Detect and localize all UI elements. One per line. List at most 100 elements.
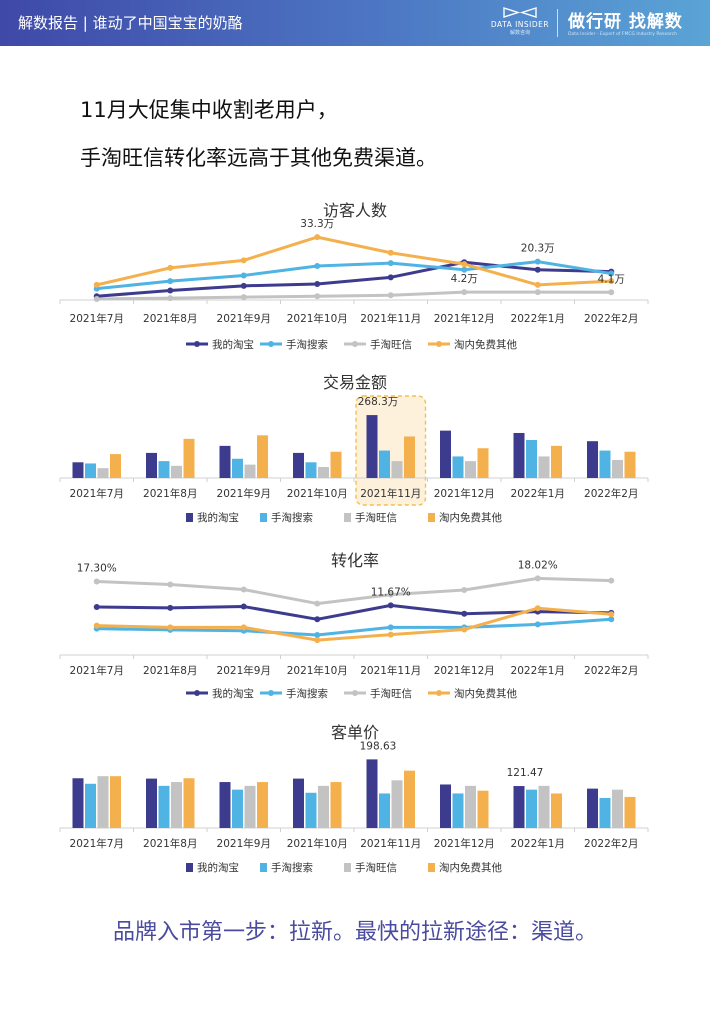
bar xyxy=(330,782,342,828)
bar xyxy=(452,793,464,828)
data-point xyxy=(240,257,247,264)
bar xyxy=(146,452,157,478)
bar xyxy=(477,790,489,828)
legend-label: 我的淘宝 xyxy=(212,338,254,351)
bar xyxy=(110,454,121,478)
data-point xyxy=(387,631,394,638)
bar xyxy=(624,796,636,828)
legend-label: 我的淘宝 xyxy=(197,511,239,524)
data-point xyxy=(314,293,321,300)
data-point xyxy=(93,603,100,610)
bar xyxy=(318,466,329,478)
bar xyxy=(440,430,451,478)
data-point xyxy=(461,626,468,633)
data-point xyxy=(534,289,541,296)
series-line xyxy=(96,576,612,606)
bar xyxy=(612,459,623,478)
data-point xyxy=(461,586,468,593)
data-point xyxy=(387,260,394,267)
legend-marker xyxy=(436,690,442,696)
x-tick-label: 2021年10月 xyxy=(287,312,348,325)
data-point xyxy=(608,611,615,618)
x-tick-label: 2021年11月 xyxy=(360,837,421,850)
x-tick-label: 2021年7月 xyxy=(70,664,124,677)
data-label: 33.3万 xyxy=(300,218,334,230)
x-tick-label: 2022年1月 xyxy=(511,487,565,500)
data-point xyxy=(387,249,394,256)
bar xyxy=(379,450,390,478)
data-point xyxy=(461,610,468,617)
bar xyxy=(391,780,403,828)
data-point xyxy=(461,261,468,268)
data-point xyxy=(608,289,615,296)
data-point xyxy=(534,605,541,612)
data-point xyxy=(240,272,247,279)
data-point xyxy=(314,600,321,607)
data-point xyxy=(534,266,541,273)
data-point xyxy=(167,604,174,611)
bar xyxy=(538,456,550,478)
data-point xyxy=(93,578,100,585)
data-point xyxy=(93,281,100,288)
data-point xyxy=(608,278,615,285)
x-tick-label: 2022年2月 xyxy=(584,487,638,500)
x-tick-label: 2021年11月 xyxy=(360,487,421,500)
series-line xyxy=(96,235,612,287)
series-line xyxy=(96,603,612,621)
bar xyxy=(219,445,231,478)
bar xyxy=(366,759,378,828)
data-point xyxy=(461,289,468,296)
data-point xyxy=(240,294,247,301)
bar xyxy=(404,770,415,828)
data-point xyxy=(534,258,541,265)
legend-marker xyxy=(268,690,274,696)
x-tick-label: 2021年9月 xyxy=(217,487,271,500)
chart-title: 转化率 xyxy=(331,551,379,570)
x-tick-label: 2021年8月 xyxy=(143,664,197,677)
x-tick-label: 2021年9月 xyxy=(217,664,271,677)
data-label: 17.30% xyxy=(77,562,117,574)
legend-label: 我的淘宝 xyxy=(212,687,254,700)
legend-swatch xyxy=(186,513,193,522)
series-line xyxy=(96,260,612,291)
bar xyxy=(244,464,256,478)
chart-title: 交易金额 xyxy=(323,373,387,392)
brand-logo: DATA INSIDER 解数咨询 xyxy=(490,6,550,36)
series-line xyxy=(96,606,612,642)
legend-label: 手淘旺信 xyxy=(370,338,412,351)
legend-swatch xyxy=(428,863,435,872)
data-point xyxy=(167,581,174,588)
data-label: 4.2万 xyxy=(451,273,478,285)
legend-label: 手淘旺信 xyxy=(370,687,412,700)
chart-title: 访客人数 xyxy=(323,201,387,220)
x-tick-label: 2022年2月 xyxy=(584,312,638,325)
data-label: 198.63 xyxy=(360,740,397,752)
bar xyxy=(330,451,342,478)
bar xyxy=(158,461,170,478)
series-line xyxy=(96,617,612,637)
x-tick-label: 2021年9月 xyxy=(217,312,271,325)
data-point xyxy=(461,266,468,273)
data-point xyxy=(240,603,247,610)
data-point xyxy=(534,281,541,288)
bar xyxy=(72,462,84,478)
data-point xyxy=(167,624,174,631)
bar xyxy=(97,468,109,478)
bar xyxy=(171,782,182,828)
x-tick-label: 2021年7月 xyxy=(70,837,124,850)
slogan-subtitle: Data Insider - Expert of FMCG Industry R… xyxy=(568,32,677,37)
data-point xyxy=(387,274,394,281)
data-point xyxy=(608,270,615,277)
bar xyxy=(305,792,317,828)
bar xyxy=(513,432,525,478)
bar xyxy=(379,793,390,828)
x-tick-label: 2021年8月 xyxy=(143,312,197,325)
x-tick-label: 2022年2月 xyxy=(584,664,638,677)
legend-label: 手淘旺信 xyxy=(355,861,397,874)
data-point xyxy=(314,234,321,241)
bar xyxy=(72,778,84,828)
footer-conclusion: 品牌入市第一步：拉新。最快的拉新途径：渠道。 xyxy=(112,920,597,945)
series-line xyxy=(96,260,612,298)
x-tick-label: 2021年11月 xyxy=(360,664,421,677)
